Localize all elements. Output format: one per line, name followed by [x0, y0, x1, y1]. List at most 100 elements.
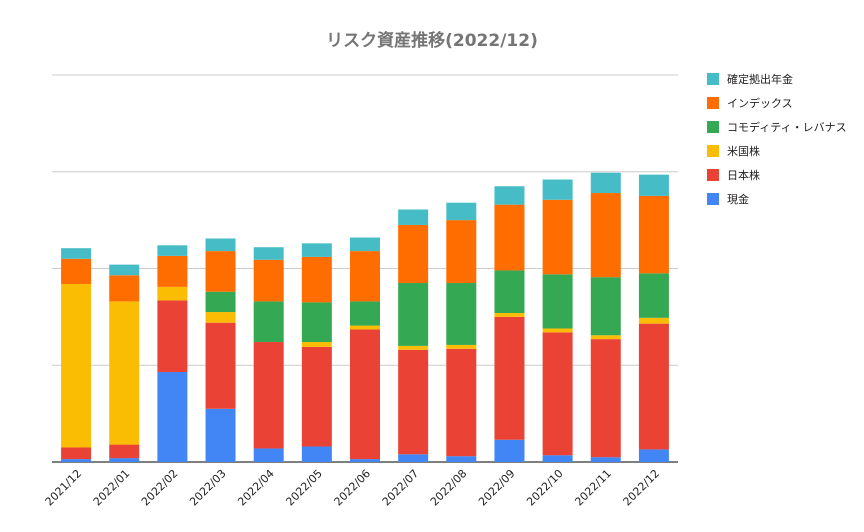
bar-segment: [301, 342, 332, 347]
bar-segment: [109, 264, 140, 276]
x-axis: 2021/12 2022/01 2022/02 2022/03 2022/04 2022/…: [43, 467, 662, 509]
legend-item: 日本株: [707, 163, 847, 187]
x-tick-label: 2022/07: [380, 467, 422, 509]
bar-stack: [205, 238, 236, 462]
bar-segment: [542, 328, 573, 333]
bar-stack: [157, 245, 188, 462]
x-tick-label: 2021/12: [43, 467, 85, 509]
legend-swatch: [707, 193, 719, 205]
bar-stack: [301, 243, 332, 462]
bar-segment: [590, 457, 621, 462]
bar-segment: [205, 322, 236, 409]
bar-segment: [109, 275, 140, 302]
bar-segment: [446, 456, 477, 462]
bar-segment: [590, 335, 621, 340]
bar-segment: [157, 300, 188, 373]
bar-segment: [61, 459, 92, 462]
bar-segment: [253, 301, 284, 343]
bar-segment: [350, 237, 380, 252]
bar-segment: [494, 270, 525, 314]
bar-segment: [590, 277, 621, 336]
legend-swatch: [707, 73, 719, 85]
bar-segment: [398, 224, 429, 284]
bar-segment: [350, 329, 380, 460]
bar-segment: [542, 274, 573, 329]
bar-segment: [109, 301, 140, 445]
bar-segment: [301, 446, 332, 462]
bar-segment: [494, 316, 525, 440]
bar-segment: [253, 448, 284, 462]
bar-segment: [638, 195, 669, 274]
bar-stack: [446, 202, 477, 462]
legend-swatch: [707, 169, 719, 181]
bar-segment: [301, 302, 332, 343]
bar-segment: [542, 455, 573, 462]
x-tick-label: 2022/11: [572, 467, 614, 509]
bar-segment: [205, 408, 236, 462]
bar-segment: [301, 346, 332, 447]
bar-segment: [638, 323, 669, 450]
bar-segment: [590, 172, 621, 194]
legend-label: 日本株: [727, 169, 760, 182]
bar-segment: [157, 255, 188, 287]
x-tick-label: 2022/03: [187, 467, 229, 509]
bar-segment: [301, 256, 332, 303]
bar-segment: [350, 301, 380, 326]
bar-segment: [301, 243, 332, 257]
legend-item: インデックス: [707, 91, 847, 115]
legend-item: 確定拠出年金: [707, 67, 847, 91]
legend-label: インデックス: [727, 97, 793, 110]
x-tick-label: 2022/08: [428, 467, 470, 509]
x-tick-label: 2022/04: [235, 467, 277, 509]
bar-segment: [494, 186, 525, 205]
bar-stack: [350, 237, 380, 462]
bar-segment: [542, 332, 573, 456]
bar-segment: [157, 245, 188, 256]
x-tick-label: 2022/10: [524, 467, 566, 509]
bar-segment: [205, 291, 236, 313]
bar-segment: [494, 439, 525, 462]
bar-stack: [590, 172, 621, 462]
legend-item: 米国株: [707, 139, 847, 163]
bar-segment: [205, 238, 236, 252]
bar-stacks: [61, 172, 669, 462]
bar-segment: [590, 339, 621, 458]
bar-stack: [542, 179, 573, 462]
x-tick-label: 2022/05: [283, 467, 325, 509]
bar-stack: [109, 264, 140, 462]
bar-segment: [205, 312, 236, 323]
bar-stack: [253, 247, 284, 462]
bar-segment: [398, 349, 429, 455]
bar-segment: [398, 454, 429, 462]
bar-segment: [638, 174, 669, 196]
bar-segment: [157, 372, 188, 462]
bar-segment: [446, 348, 477, 457]
legend-label: 現金: [727, 193, 749, 206]
bar-segment: [446, 344, 477, 349]
bar-segment: [61, 258, 92, 284]
bar-segment: [109, 444, 140, 459]
bar-segment: [446, 202, 477, 221]
bar-stack: [61, 248, 92, 462]
bar-segment: [398, 283, 429, 346]
bar-segment: [350, 459, 380, 462]
bar-segment: [350, 251, 380, 302]
bar-segment: [542, 179, 573, 200]
legend-swatch: [707, 145, 719, 157]
bar-segment: [446, 283, 477, 345]
x-tick-label: 2022/06: [332, 467, 374, 509]
x-tick-label: 2022/01: [91, 467, 133, 509]
bar-segment: [253, 342, 284, 449]
legend-label: コモディティ・レバナス: [727, 121, 847, 134]
bar-stack: [638, 174, 669, 462]
bar-segment: [494, 313, 525, 317]
x-tick-label: 2022/02: [139, 467, 181, 509]
bar-segment: [542, 199, 573, 275]
bar-stack: [494, 186, 525, 462]
legend-label: 米国株: [727, 145, 760, 158]
bar-segment: [350, 325, 380, 330]
bar-segment: [638, 273, 669, 318]
x-tick-label: 2022/12: [621, 467, 663, 509]
bar-segment: [109, 458, 140, 462]
